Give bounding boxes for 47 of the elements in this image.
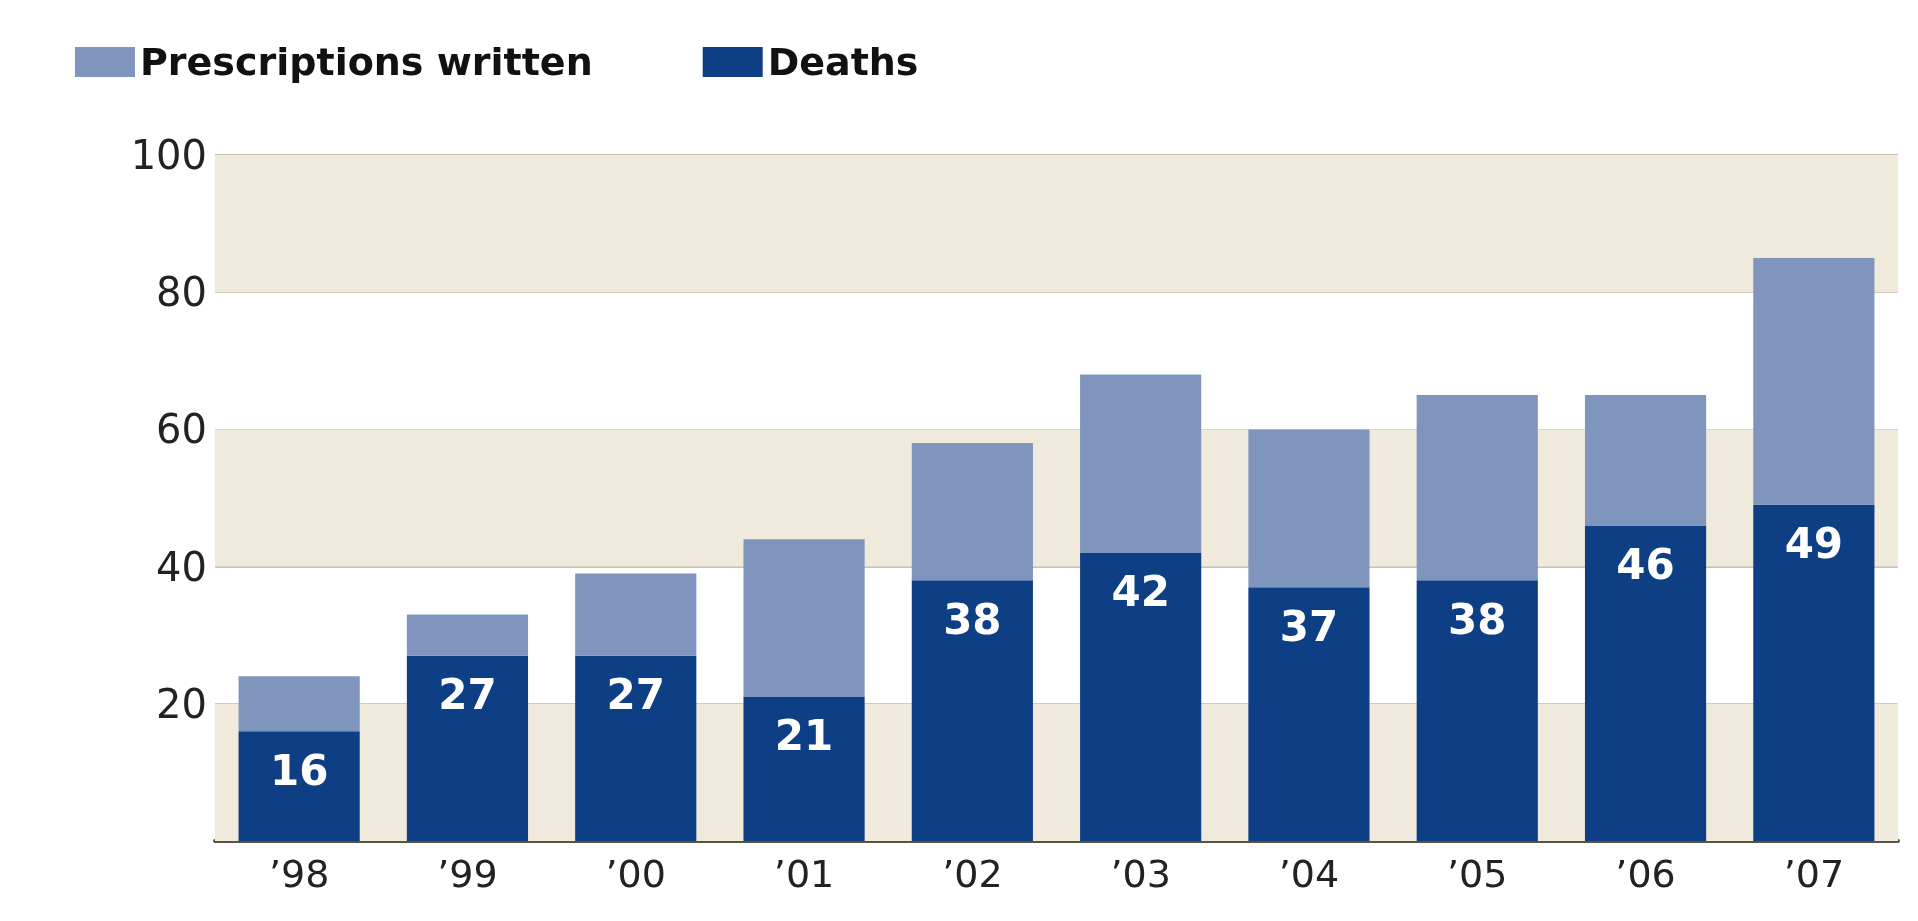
x-tick-label: ’03 bbox=[1110, 852, 1171, 896]
data-label: 27 bbox=[606, 670, 665, 720]
bar bbox=[238, 676, 360, 732]
data-label: 42 bbox=[1111, 567, 1170, 617]
x-tick-label: ’01 bbox=[773, 852, 835, 896]
bar bbox=[1080, 552, 1202, 841]
x-tick-label: ’02 bbox=[942, 852, 1003, 896]
bar bbox=[1080, 374, 1202, 553]
data-label: 21 bbox=[774, 711, 834, 761]
y-tick-label: 20 bbox=[156, 680, 207, 727]
data-label: 37 bbox=[1279, 601, 1339, 651]
bar bbox=[406, 655, 529, 841]
bar bbox=[1248, 429, 1370, 588]
data-label: 46 bbox=[1616, 539, 1675, 589]
x-tick-label: ’98 bbox=[268, 852, 330, 896]
bar bbox=[911, 443, 1033, 581]
x-tick-label: ’05 bbox=[1447, 852, 1508, 896]
bar bbox=[575, 573, 697, 656]
data-label: 16 bbox=[269, 745, 329, 795]
x-tick-label: ’99 bbox=[437, 852, 498, 896]
x-tick-label: ’00 bbox=[605, 852, 666, 896]
bar bbox=[743, 539, 865, 697]
bar bbox=[911, 580, 1033, 841]
y-tick-label: 80 bbox=[156, 269, 207, 316]
data-label: 27 bbox=[438, 670, 497, 720]
bar bbox=[1416, 395, 1538, 581]
bar bbox=[1248, 587, 1370, 841]
bar bbox=[1753, 504, 1875, 841]
legend-label: Deaths bbox=[767, 40, 919, 84]
bar bbox=[238, 731, 360, 841]
bar bbox=[743, 696, 865, 841]
bar bbox=[1753, 257, 1875, 505]
data-label: 38 bbox=[943, 594, 1002, 644]
legend-label: Prescriptions written bbox=[140, 40, 593, 84]
y-tick-label: 40 bbox=[156, 543, 207, 590]
y-tick-label: 100 bbox=[130, 132, 207, 178]
bar bbox=[1584, 395, 1707, 526]
bar bbox=[406, 614, 529, 656]
x-tick-label: ’04 bbox=[1278, 852, 1340, 896]
bar bbox=[1416, 580, 1538, 841]
bar bbox=[1584, 525, 1707, 841]
x-tick-label: ’07 bbox=[1783, 852, 1845, 896]
data-label: 49 bbox=[1784, 519, 1844, 569]
bar bbox=[575, 655, 697, 841]
x-tick-label: ’06 bbox=[1615, 852, 1676, 896]
y-tick-label: 60 bbox=[156, 406, 207, 453]
data-label: 38 bbox=[1448, 594, 1507, 644]
